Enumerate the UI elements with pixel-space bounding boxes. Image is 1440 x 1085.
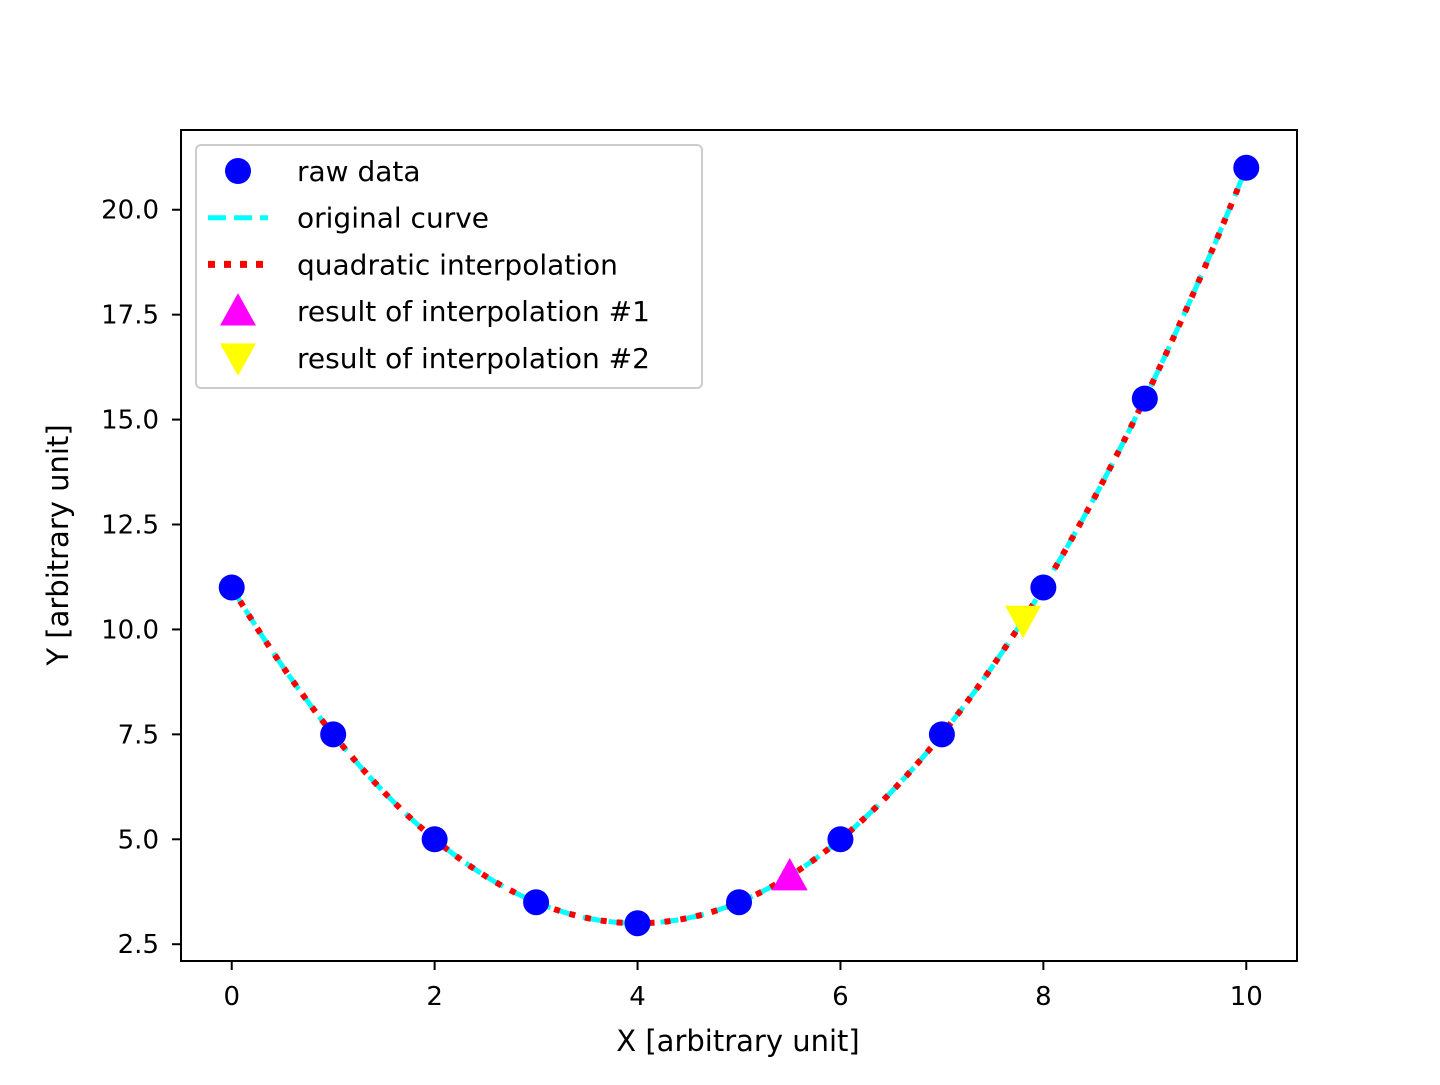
y-tick-label: 5.0 (118, 825, 159, 855)
data-point (1131, 385, 1158, 412)
data-point (523, 889, 550, 916)
data-point (1005, 605, 1042, 639)
legend-label: quadratic interpolation (297, 248, 618, 281)
y-tick-label: 7.5 (118, 720, 159, 750)
legend: raw data original curve quadratic interpol… (195, 144, 703, 389)
data-point (624, 910, 651, 937)
y-tick-label: 12.5 (101, 511, 159, 541)
legend-marker-1 (225, 158, 251, 184)
y-axis-title: Y [arbitrary unit] (41, 424, 75, 666)
y-tick-label: 20.0 (101, 196, 159, 226)
data-point (1030, 574, 1057, 601)
legend-label: original curve (297, 202, 489, 235)
x-tick-label: 6 (832, 982, 849, 1012)
axes: 0 2 4 6 8 10 2.5 5.0 7.5 10.0 12.5 15.0 17.5 20.0 (101, 129, 1298, 1012)
data-point (726, 889, 752, 916)
x-tick-label: 0 (223, 982, 240, 1012)
data-point (1233, 154, 1260, 181)
x-axis-title: X [arbitrary unit] (616, 1024, 859, 1058)
x-tick-label: 2 (426, 982, 443, 1012)
data-point (218, 574, 245, 601)
legend-marker-5 (220, 343, 256, 376)
data-point (928, 721, 955, 748)
y-tick-label: 10.0 (101, 615, 159, 645)
data-point (827, 826, 854, 853)
y-tick-label: 15.0 (101, 406, 159, 436)
axes-frame (180, 129, 1298, 962)
x-tick-label: 4 (629, 982, 646, 1012)
data-point (320, 721, 347, 748)
x-tick-label: 8 (1035, 982, 1052, 1012)
y-tick-label: 2.5 (118, 930, 159, 960)
data-point (421, 826, 448, 853)
y-tick-label: 17.5 (101, 301, 159, 331)
legend-marker-4 (220, 293, 256, 326)
data-point (771, 858, 808, 891)
legend-label: result of interpolation #2 (297, 342, 650, 375)
legend-label: raw data (297, 155, 421, 188)
legend-label: result of interpolation #1 (297, 295, 650, 328)
legend-box (195, 144, 703, 389)
x-tick-label: 10 (1230, 982, 1263, 1012)
plot-area (218, 154, 1260, 937)
